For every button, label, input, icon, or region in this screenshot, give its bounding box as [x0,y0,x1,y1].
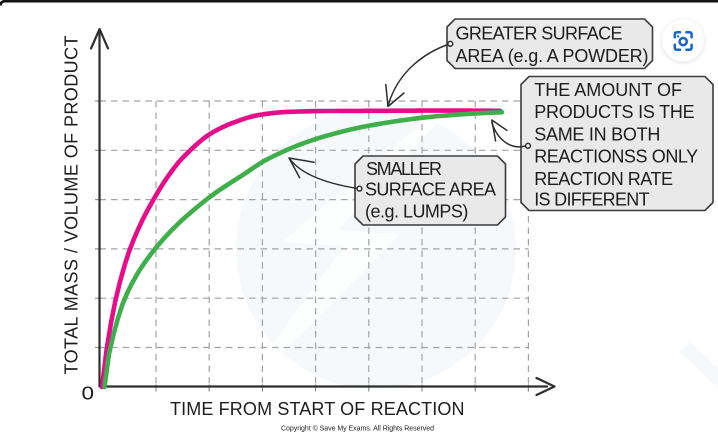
svg-text:0: 0 [82,384,95,404]
svg-text:SAME IN BOTH: SAME IN BOTH [534,124,660,144]
svg-text:THE AMOUNT OF: THE AMOUNT OF [534,80,682,100]
svg-text:REACTIONSS ONLY: REACTIONSS ONLY [534,147,698,167]
svg-text:TOTAL MASS / VOLUME OF PRODUCT: TOTAL MASS / VOLUME OF PRODUCT [62,36,82,375]
svg-text:(e.g. LUMPS): (e.g. LUMPS) [365,201,468,221]
svg-text:IS DIFFERENT: IS DIFFERENT [534,190,649,210]
svg-text:Copyright © Save My Exams. All: Copyright © Save My Exams. All Rights Re… [281,425,434,433]
svg-text:SMALLER: SMALLER [366,159,442,179]
svg-text:GREATER SURFACE: GREATER SURFACE [456,24,623,44]
svg-text:REACTION RATE: REACTION RATE [534,169,673,189]
svg-text:PRODUCTS IS THE: PRODUCTS IS THE [534,102,694,122]
svg-text:AREA (e.g. A POWDER): AREA (e.g. A POWDER) [456,46,649,66]
svg-text:SURFACE AREA: SURFACE AREA [365,180,496,200]
svg-text:TIME FROM START OF REACTION: TIME FROM START OF REACTION [170,399,465,419]
